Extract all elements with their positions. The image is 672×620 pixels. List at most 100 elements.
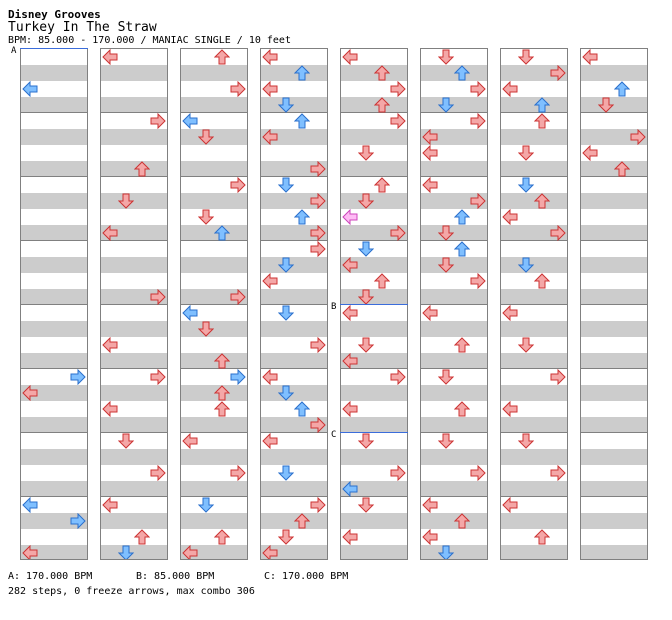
- measure-line: [101, 432, 167, 433]
- step-stats: 282 steps, 0 freeze arrows, max combo 30…: [8, 586, 255, 597]
- right-arrow-icon: [230, 177, 246, 193]
- measure-line: [421, 496, 487, 497]
- left-arrow-icon: [182, 305, 198, 321]
- left-arrow-icon: [262, 81, 278, 97]
- up-arrow-icon: [214, 353, 230, 369]
- up-arrow-icon: [454, 337, 470, 353]
- up-arrow-icon: [374, 97, 390, 113]
- left-arrow-icon: [342, 529, 358, 545]
- measure-line: [101, 304, 167, 305]
- down-arrow-icon: [358, 433, 374, 449]
- bpm-legend: A: 170.000 BPM B: 85.000 BPM C: 170.000 BP…: [8, 571, 348, 582]
- left-arrow-icon: [342, 353, 358, 369]
- measure-line: [261, 240, 327, 241]
- measure-line: [101, 112, 167, 113]
- down-arrow-icon: [278, 97, 294, 113]
- left-arrow-icon: [262, 129, 278, 145]
- left-arrow-icon: [262, 49, 278, 65]
- right-arrow-icon: [470, 193, 486, 209]
- right-arrow-icon: [550, 465, 566, 481]
- up-arrow-icon: [214, 225, 230, 241]
- down-arrow-icon: [518, 145, 534, 161]
- left-arrow-icon: [22, 497, 38, 513]
- right-arrow-icon: [310, 225, 326, 241]
- measure-line: [181, 112, 247, 113]
- right-arrow-icon: [550, 65, 566, 81]
- right-arrow-icon: [70, 369, 86, 385]
- measure-line: [341, 176, 407, 177]
- left-arrow-icon: [502, 209, 518, 225]
- measure-line: [181, 496, 247, 497]
- measure-line: [421, 112, 487, 113]
- down-arrow-icon: [358, 289, 374, 305]
- measure-line: [581, 496, 647, 497]
- left-arrow-icon: [502, 497, 518, 513]
- up-arrow-icon: [294, 65, 310, 81]
- up-arrow-icon: [454, 241, 470, 257]
- measure-line: [421, 304, 487, 305]
- measure-line: [581, 176, 647, 177]
- up-arrow-icon: [534, 529, 550, 545]
- down-arrow-icon: [518, 49, 534, 65]
- down-arrow-icon: [358, 145, 374, 161]
- measure-line: [261, 176, 327, 177]
- left-arrow-icon: [342, 49, 358, 65]
- right-arrow-icon: [390, 465, 406, 481]
- right-arrow-icon: [390, 225, 406, 241]
- down-arrow-icon: [278, 385, 294, 401]
- up-arrow-icon: [374, 273, 390, 289]
- right-arrow-icon: [550, 225, 566, 241]
- left-arrow-icon: [422, 129, 438, 145]
- left-arrow-icon: [342, 305, 358, 321]
- left-arrow-icon: [182, 113, 198, 129]
- measure-line: [501, 432, 567, 433]
- down-arrow-icon: [518, 257, 534, 273]
- down-arrow-icon: [118, 545, 134, 559]
- right-arrow-icon: [630, 129, 646, 145]
- measure-line: [21, 496, 87, 497]
- right-arrow-icon: [150, 465, 166, 481]
- measure-line: [581, 112, 647, 113]
- up-arrow-icon: [374, 177, 390, 193]
- measure-line: [421, 176, 487, 177]
- up-arrow-icon: [294, 113, 310, 129]
- up-arrow-icon: [614, 81, 630, 97]
- bpm-change-line: [340, 432, 408, 433]
- down-arrow-icon: [598, 97, 614, 113]
- right-arrow-icon: [470, 81, 486, 97]
- right-arrow-icon: [230, 465, 246, 481]
- down-arrow-icon: [518, 433, 534, 449]
- measure-line: [581, 240, 647, 241]
- down-arrow-icon: [198, 129, 214, 145]
- measure-line: [501, 496, 567, 497]
- measure-line: [21, 240, 87, 241]
- up-arrow-icon: [214, 385, 230, 401]
- left-arrow-icon: [342, 481, 358, 497]
- left-arrow-icon: [342, 209, 358, 225]
- right-arrow-icon: [230, 369, 246, 385]
- left-arrow-icon: [102, 497, 118, 513]
- left-arrow-icon: [422, 177, 438, 193]
- bpm-legend-c: C: 170.000 BPM: [264, 571, 349, 582]
- up-arrow-icon: [294, 209, 310, 225]
- chart-column: [100, 48, 168, 560]
- down-arrow-icon: [358, 337, 374, 353]
- right-arrow-icon: [390, 81, 406, 97]
- right-arrow-icon: [470, 465, 486, 481]
- right-arrow-icon: [230, 81, 246, 97]
- measure-line: [261, 368, 327, 369]
- measure-line: [421, 432, 487, 433]
- down-arrow-icon: [278, 465, 294, 481]
- up-arrow-icon: [374, 65, 390, 81]
- bpm-change-line: [20, 48, 88, 49]
- right-arrow-icon: [310, 497, 326, 513]
- right-arrow-icon: [150, 369, 166, 385]
- up-arrow-icon: [454, 513, 470, 529]
- bpm-change-marker: A: [11, 46, 17, 56]
- down-arrow-icon: [438, 225, 454, 241]
- right-arrow-icon: [470, 113, 486, 129]
- up-arrow-icon: [454, 65, 470, 81]
- down-arrow-icon: [518, 337, 534, 353]
- down-arrow-icon: [198, 497, 214, 513]
- left-arrow-icon: [502, 401, 518, 417]
